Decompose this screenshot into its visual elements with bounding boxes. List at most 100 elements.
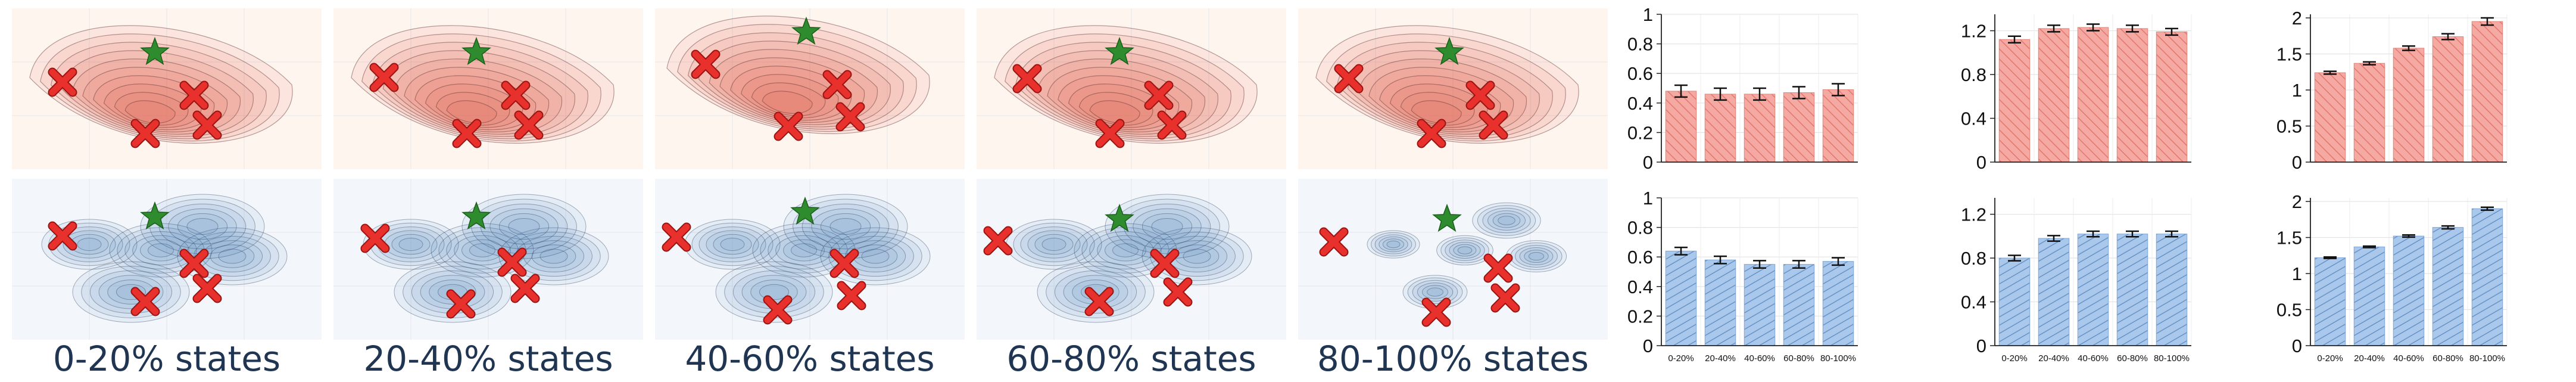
bar	[2077, 27, 2109, 163]
x-tick-label: 60-80%	[2432, 353, 2463, 362]
error-bar	[2008, 254, 2021, 262]
star-marker-icon	[140, 36, 170, 66]
star-marker-icon	[1105, 203, 1134, 232]
x-tick-label: 40-60%	[1744, 353, 1775, 362]
bar	[1665, 91, 1697, 163]
y-tick-label: 0.8	[1961, 64, 1986, 85]
bar	[2393, 48, 2425, 163]
error-bar	[2441, 33, 2455, 41]
error-bar	[2363, 61, 2376, 66]
bar	[1744, 264, 1776, 346]
star-marker-icon	[461, 201, 491, 230]
x-marker-icon	[192, 274, 222, 303]
bar	[1998, 257, 2031, 346]
bar	[2314, 72, 2346, 163]
error-bar	[2441, 225, 2455, 230]
x-marker-icon	[48, 67, 77, 97]
bar	[2471, 208, 2503, 346]
error-bar	[2087, 230, 2100, 238]
x-tick-label: 60-80%	[1783, 353, 1814, 362]
bar-chart-top-3: 0 0.5 1 1.5 2	[2257, 6, 2555, 182]
x-marker-icon	[774, 111, 803, 141]
y-tick-label: 0.8	[1627, 34, 1653, 55]
x-marker-icon	[130, 119, 160, 148]
x-marker-icon	[192, 110, 222, 140]
x-tick-label: 40-60%	[2393, 353, 2424, 362]
blue-contour-panel-1	[12, 179, 322, 340]
y-tick-label: 0.8	[1627, 218, 1653, 238]
x-marker-icon	[501, 80, 531, 110]
x-marker-icon	[691, 49, 721, 79]
error-bar	[2047, 235, 2060, 242]
bar-chart-top-2: 0 0.4 0.8 1.2	[1941, 6, 2239, 182]
y-tick-label: 0.2	[1627, 122, 1653, 143]
bar-chart-bottom-3: 0 0.5 1 1.5 2 0-20% 20-40% 40-60% 60-80% 80-100%	[2257, 190, 2555, 365]
x-marker-icon	[179, 249, 209, 278]
star-marker-icon	[461, 36, 491, 66]
x-tick-label: 0-20%	[2317, 353, 2343, 362]
state-label-20-40: 20-40% states	[363, 338, 613, 379]
y-tick-label: 0	[1976, 152, 1986, 173]
y-tick-label: 0.6	[1627, 63, 1653, 84]
error-bar	[1832, 83, 1845, 97]
bar	[2116, 234, 2148, 346]
bar	[1665, 250, 1697, 346]
x-marker-icon	[1483, 253, 1513, 283]
error-bar	[1714, 255, 1727, 265]
bar	[2116, 28, 2148, 163]
density-contours	[29, 25, 293, 144]
x-marker-icon	[1012, 64, 1042, 94]
y-tick-label: 1.2	[1961, 21, 1986, 42]
y-tick-label: 0	[2292, 336, 2302, 356]
red-contour-panel-2	[333, 8, 643, 169]
bar	[2156, 234, 2188, 346]
y-tick-label: 2	[2292, 191, 2302, 212]
bar	[1822, 261, 1854, 346]
error-bar	[1753, 260, 1766, 269]
y-tick-label: 0	[1976, 336, 1986, 356]
star-marker-icon	[791, 16, 821, 45]
state-label-60-80: 60-80% states	[1006, 338, 1256, 379]
x-marker-icon	[360, 223, 390, 253]
bar	[1783, 92, 1815, 163]
y-tick-label: 1	[2292, 80, 2302, 101]
x-tick-label: 80-100%	[2469, 353, 2505, 362]
density-contours	[684, 194, 931, 323]
error-bar	[1792, 260, 1805, 269]
x-marker-icon	[1144, 80, 1174, 110]
red-contour-panel-4	[977, 8, 1286, 169]
x-marker-icon	[1479, 110, 1508, 140]
error-bar	[2363, 245, 2376, 249]
star-marker-icon	[140, 201, 170, 230]
bar	[2156, 31, 2188, 163]
y-tick-label: 1.5	[2276, 44, 2302, 65]
y-tick-label: 1	[2292, 263, 2302, 284]
x-tick-label: 80-100%	[1820, 353, 1856, 362]
y-tick-label: 0.4	[1961, 292, 1986, 313]
x-marker-icon	[130, 287, 160, 316]
x-marker-icon	[837, 281, 866, 310]
error-bar	[1832, 257, 1845, 266]
bar	[2353, 63, 2385, 163]
bar	[2077, 234, 2109, 346]
density-contours	[1367, 202, 1567, 309]
x-marker-icon	[835, 102, 865, 132]
y-tick-label: 0.5	[2276, 116, 2302, 137]
error-bar	[1714, 87, 1727, 101]
y-tick-label: 0.4	[1627, 93, 1653, 114]
y-tick-label: 0.2	[1627, 306, 1653, 327]
red-contour-panel-5	[1298, 8, 1608, 169]
error-bar	[2324, 70, 2337, 75]
bar	[2038, 238, 2070, 346]
error-bar	[2481, 206, 2494, 211]
bar	[2432, 227, 2464, 346]
x-marker-icon	[369, 63, 399, 92]
bar	[1783, 264, 1815, 346]
x-marker-icon	[48, 221, 77, 251]
x-marker-icon	[1417, 119, 1446, 148]
x-marker-icon	[983, 226, 1013, 256]
y-tick-label: 0	[2292, 152, 2302, 173]
x-marker-icon	[446, 289, 476, 319]
bar-chart-bottom-2: 0 0.4 0.8 1.2 0-20% 20-40% 40-60% 60-80% 80-100%	[1941, 190, 2239, 365]
x-marker-icon	[1157, 110, 1187, 140]
